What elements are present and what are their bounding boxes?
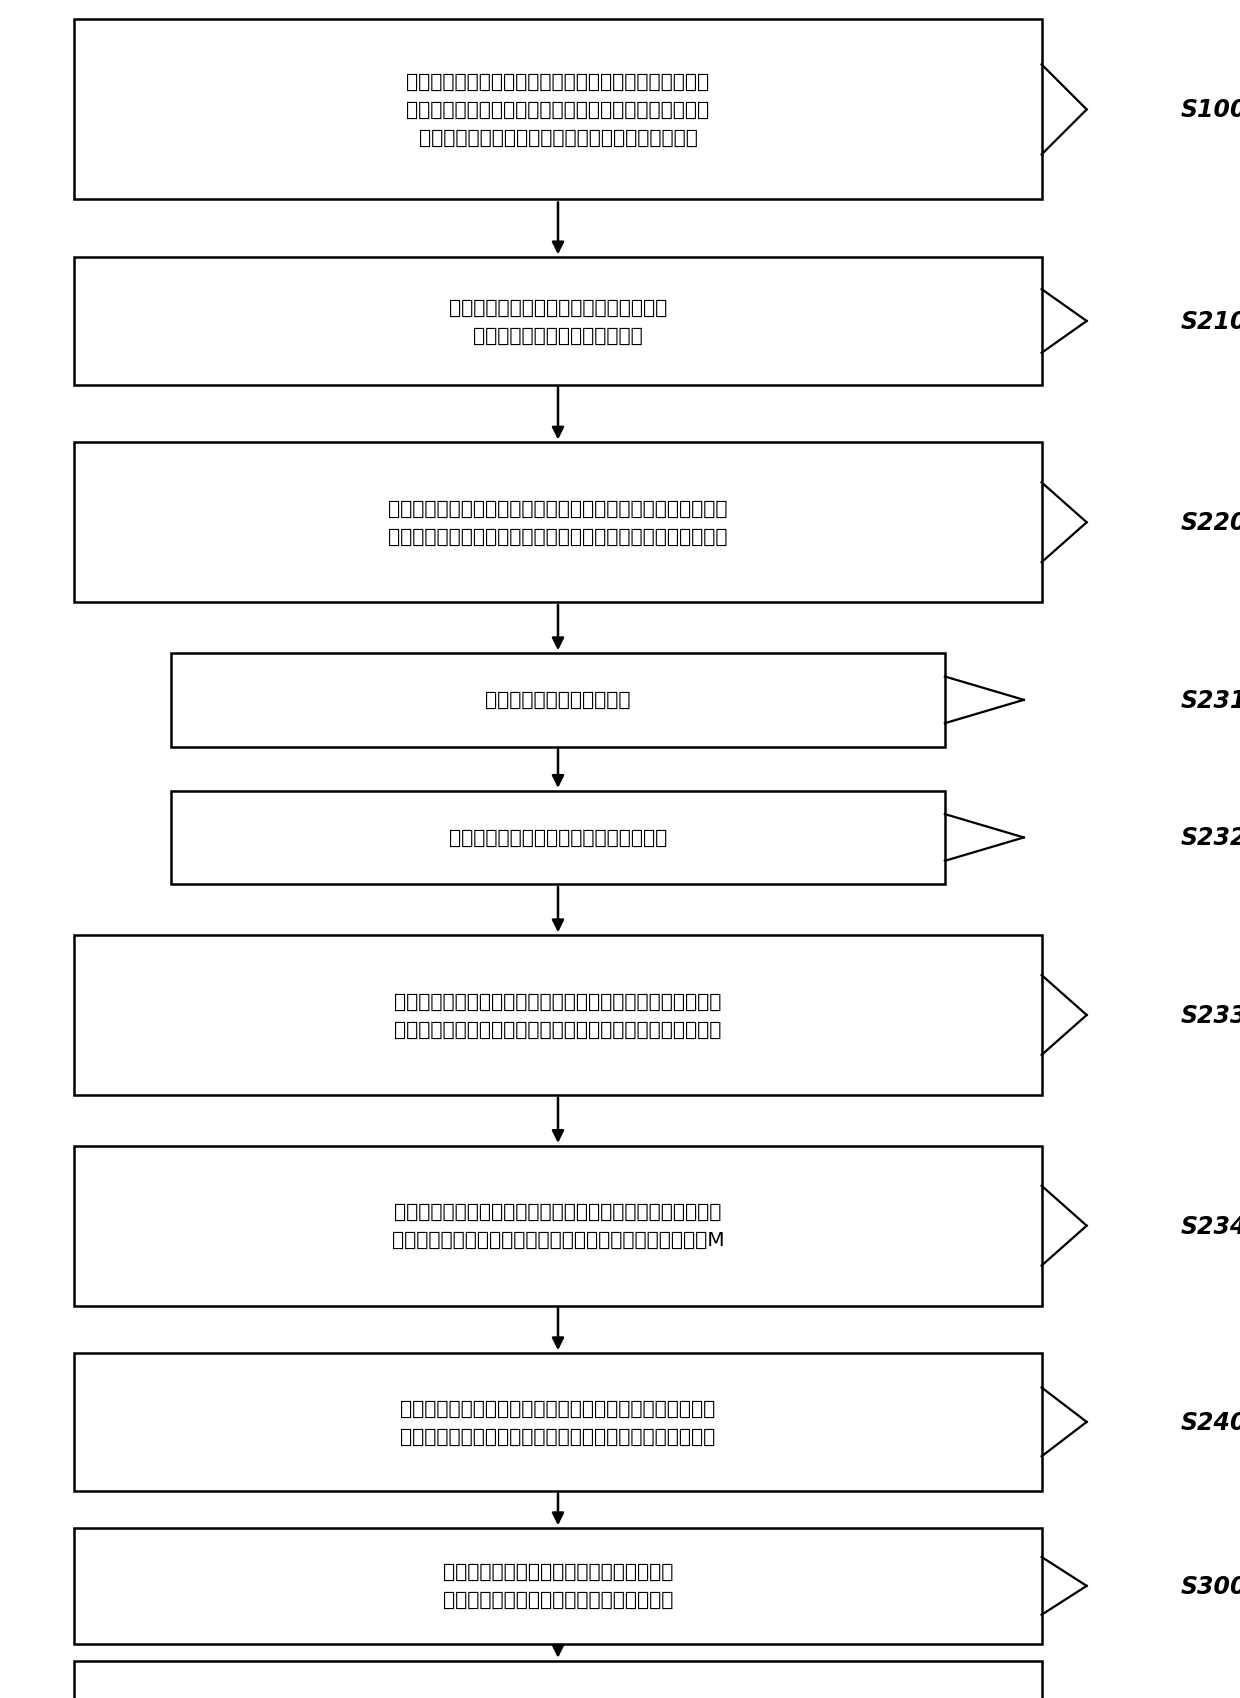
Bar: [74, 936, 1042, 1095]
Text: 当所述备选轮廓的正视图与预存的所述平面标识物模板一致
时，识别所述备选轮廓对应的图像为所述平面标识物的图像: 当所述备选轮廓的正视图与预存的所述平面标识物模板一致 时，识别所述备选轮廓对应的…: [401, 1399, 715, 1445]
Text: 获取所述备选轮廓的正视图: 获取所述备选轮廓的正视图: [485, 691, 631, 710]
Bar: [74, 258, 1042, 385]
Text: 对所述目标图像进行二值分割，并从分割
后的二值化图像中提取外形轮廓: 对所述目标图像进行二值分割，并从分割 后的二值化图像中提取外形轮廓: [449, 299, 667, 345]
Text: 对所述目标图像进行图像边缘检测，从而在
所述目标图像中识别出所述待测包裹的角点: 对所述目标图像进行图像边缘检测，从而在 所述目标图像中识别出所述待测包裹的角点: [443, 1562, 673, 1610]
Bar: [74, 20, 1042, 200]
Text: 根据预存的所述平面标识物所对应的外形轮廓的共性特征，从提
取的外形轮廓中选取具有所述共性特征的外形轮廓作为备选轮廓: 根据预存的所述平面标识物所对应的外形轮廓的共性特征，从提 取的外形轮廓中选取具有…: [388, 499, 728, 547]
Bar: [74, 1146, 1042, 1306]
Bar: [74, 1661, 1042, 1698]
Text: S240: S240: [1180, 1409, 1240, 1435]
Text: S300: S300: [1180, 1574, 1240, 1598]
Text: S231: S231: [1180, 688, 1240, 713]
Text: S233: S233: [1180, 1004, 1240, 1027]
Text: S100: S100: [1180, 98, 1240, 122]
Text: S232: S232: [1180, 825, 1240, 851]
Bar: [74, 1528, 1042, 1644]
Bar: [171, 791, 945, 885]
Text: 定义所述备选轮廓经过射影变换为正视图后的四个顶点的像素
坐标为预存的所述平面标识物的正视图的四个顶点的像素坐标: 定义所述备选轮廓经过射影变换为正视图后的四个顶点的像素 坐标为预存的所述平面标识…: [394, 992, 722, 1039]
Bar: [171, 654, 945, 747]
Text: S234: S234: [1180, 1214, 1240, 1238]
Text: 将上述读取的四个顶点的像素坐标，以及所述定义的四个顶点
的像素坐标分别代入平面射影变换公式，求取射影变换矩阵M: 将上述读取的四个顶点的像素坐标，以及所述定义的四个顶点 的像素坐标分别代入平面射…: [392, 1202, 724, 1250]
Bar: [74, 1353, 1042, 1491]
Text: 读取所述备选轮廓的四个顶点的像素坐标: 读取所述备选轮廓的四个顶点的像素坐标: [449, 829, 667, 847]
Text: S220: S220: [1180, 511, 1240, 535]
Text: S210: S210: [1180, 309, 1240, 335]
Text: 通过移动终端的摄像头采集目标图像；所述目标图像包括
所述平面标识物、设有所述平面标识物的待测包裹的上表
面、与所述上表面相邻的所述待测包裹的两个侧表面: 通过移动终端的摄像头采集目标图像；所述目标图像包括 所述平面标识物、设有所述平面…: [407, 73, 709, 148]
Bar: [74, 443, 1042, 603]
